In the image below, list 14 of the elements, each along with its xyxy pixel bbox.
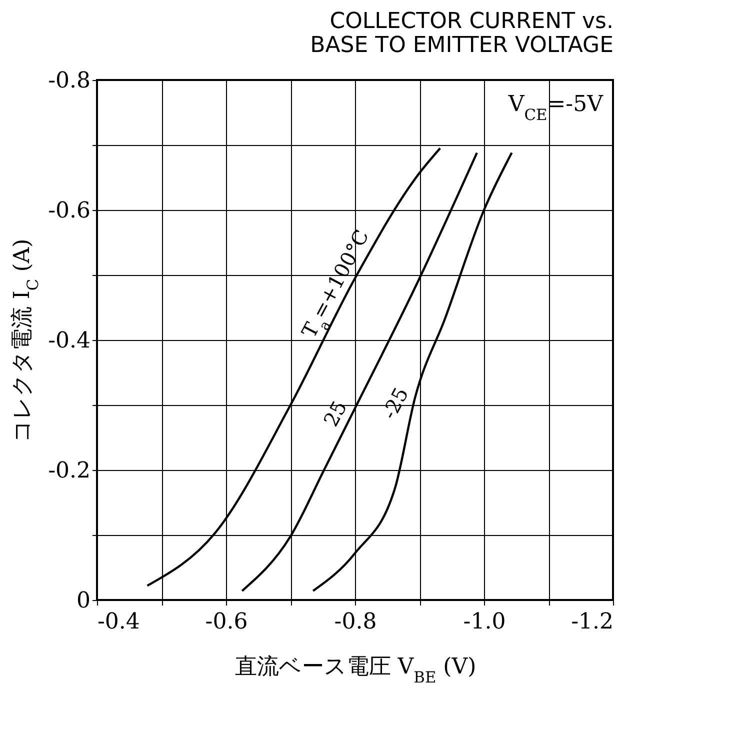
x-axis-title: 直流ベース電圧 V$_{BE}$ (V): [234, 654, 476, 686]
x-tick-label: -1.0: [463, 610, 506, 634]
x-tick-label: -0.6: [205, 610, 248, 634]
y-tick-label: -0.8: [48, 68, 90, 94]
y-tick-label: -0.2: [48, 458, 90, 484]
y-tick-label: -0.6: [48, 198, 90, 224]
x-tick-label: -1.2: [571, 610, 614, 634]
chart-title: COLLECTOR CURRENT vs. BASE TO EMITTER VOLTAGE: [310, 9, 614, 58]
text: -25: [377, 383, 414, 424]
x-tick-label: -0.8: [334, 610, 377, 634]
y-tick-label: -0.4: [48, 328, 90, 354]
y-tick-label: 0: [76, 588, 90, 614]
x-tick-label: -0.4: [98, 610, 140, 634]
annotation: V$_{CE}$=-5V: [507, 92, 604, 124]
